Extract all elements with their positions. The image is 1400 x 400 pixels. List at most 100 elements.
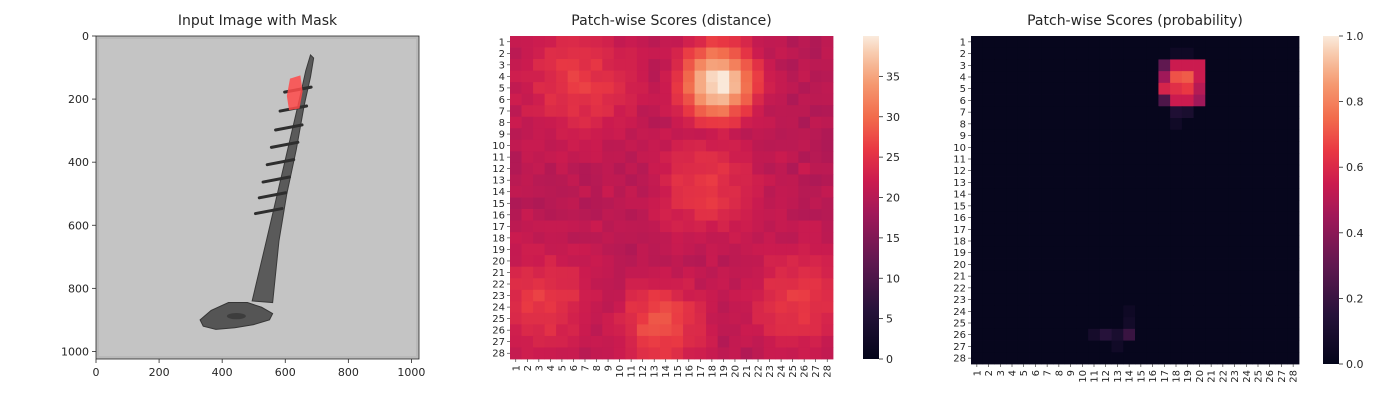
colorbar xyxy=(1323,36,1339,364)
heatmap-cell xyxy=(694,312,707,325)
x-tick-label: 2 xyxy=(984,370,995,376)
heatmap-cell xyxy=(1053,317,1066,330)
heatmap-cell xyxy=(786,162,799,175)
heatmap-cell xyxy=(1193,106,1206,119)
heatmap-cell xyxy=(775,70,788,83)
heatmap-cell xyxy=(683,70,695,83)
heatmap-cell xyxy=(763,289,776,302)
y-tick-label: 14 xyxy=(953,190,966,201)
y-tick-label: 5 xyxy=(499,83,505,94)
heatmap-cell xyxy=(1123,282,1136,295)
heatmap-cell xyxy=(1158,94,1171,107)
heatmap-cell xyxy=(1275,282,1288,295)
heatmap-cell xyxy=(1275,94,1288,107)
heatmap-cell xyxy=(982,164,995,177)
heatmap-cell xyxy=(1263,94,1276,107)
heatmap-cell xyxy=(1193,153,1206,166)
heatmap-cell xyxy=(809,93,822,106)
heatmap-cell xyxy=(602,197,615,210)
heatmap-cell xyxy=(533,93,546,106)
heatmap-cell xyxy=(683,93,695,106)
heatmap-cell xyxy=(590,105,603,118)
heatmap-cell xyxy=(533,232,546,245)
heatmap-cell xyxy=(521,347,534,360)
heatmap-cell xyxy=(1170,129,1183,142)
heatmap-cell xyxy=(706,93,719,106)
heatmap-cell xyxy=(683,312,695,325)
heatmap-cell xyxy=(752,128,765,141)
heatmap-cell xyxy=(1088,270,1101,283)
heatmap-cell xyxy=(602,36,615,48)
heatmap-cell xyxy=(694,243,707,256)
heatmap-cell xyxy=(798,70,811,83)
x-tick-label: 9 xyxy=(1066,370,1077,376)
heatmap-cell xyxy=(544,82,557,95)
heatmap-cell xyxy=(1240,317,1253,330)
heatmap-cell xyxy=(1158,118,1171,131)
heatmap-cell xyxy=(775,59,788,72)
heatmap-cell xyxy=(994,235,1007,248)
heatmap-cell xyxy=(1275,235,1288,248)
colorbar-tick-label: 0.0 xyxy=(1346,358,1364,371)
heatmap-cell xyxy=(1099,164,1112,177)
heatmap-cell xyxy=(521,47,534,60)
heatmap-cell xyxy=(1193,258,1206,271)
heatmap-cell xyxy=(786,289,799,302)
heatmap-cell xyxy=(613,301,626,314)
heatmap-cell xyxy=(1076,141,1089,154)
heatmap-cell xyxy=(1088,305,1101,318)
heatmap-cell xyxy=(798,335,811,348)
heatmap-cell xyxy=(567,324,580,337)
heatmap-cell xyxy=(775,185,788,198)
heatmap-cell xyxy=(982,235,995,248)
heatmap-cell xyxy=(648,301,661,314)
heatmap-cell xyxy=(775,128,788,141)
heatmap-cell xyxy=(717,324,730,337)
heatmap-cell xyxy=(1240,352,1253,365)
heatmap-cell xyxy=(798,116,811,129)
heatmap-cell xyxy=(971,223,984,236)
heatmap-cell xyxy=(740,116,753,129)
heatmap-cell xyxy=(1228,317,1241,330)
heatmap-cell xyxy=(775,47,788,60)
heatmap-cell xyxy=(971,71,984,84)
heatmap-cell xyxy=(798,266,811,279)
heatmap-cell xyxy=(729,82,742,95)
heatmap-cell xyxy=(590,93,603,106)
heatmap-cell xyxy=(752,70,765,83)
heatmap-cell xyxy=(729,347,742,360)
heatmap-cell xyxy=(1006,176,1019,189)
heatmap-cell xyxy=(1135,305,1148,318)
heatmap-cell xyxy=(1205,200,1218,213)
y-tick-label: 28 xyxy=(953,354,966,365)
heatmap-cell xyxy=(1111,282,1124,295)
heatmap-cell xyxy=(510,128,522,141)
heatmap-cell xyxy=(706,151,719,164)
heatmap-cell xyxy=(579,82,592,95)
heatmap-cell xyxy=(763,266,776,279)
heatmap-cell xyxy=(982,47,995,60)
heatmap-cell xyxy=(1240,293,1253,306)
heatmap-cell xyxy=(1006,270,1019,283)
heatmap-cell xyxy=(521,59,534,72)
heatmap-cell xyxy=(1275,47,1288,60)
heatmap-cell xyxy=(683,82,695,95)
heatmap-cell xyxy=(1193,340,1206,353)
heatmap-cell xyxy=(613,185,626,198)
heatmap-cell xyxy=(1006,246,1019,259)
heatmap-cell xyxy=(717,70,730,83)
heatmap-cell xyxy=(1228,176,1241,189)
heatmap-cell xyxy=(648,70,661,83)
heatmap-cell xyxy=(752,335,765,348)
heatmap-cell xyxy=(1076,223,1089,236)
heatmap-cell xyxy=(1205,258,1218,271)
heatmap-cell xyxy=(717,128,730,141)
y-tick-label: 19 xyxy=(953,248,966,259)
x-tick-label: 1 xyxy=(511,365,522,371)
x-tick-label: 3 xyxy=(996,370,1007,376)
heatmap-cell xyxy=(648,209,661,221)
heatmap-cell xyxy=(1146,164,1159,177)
heatmap-cell xyxy=(971,129,984,142)
heatmap-cell xyxy=(521,36,534,48)
heatmap-cell xyxy=(579,36,592,48)
